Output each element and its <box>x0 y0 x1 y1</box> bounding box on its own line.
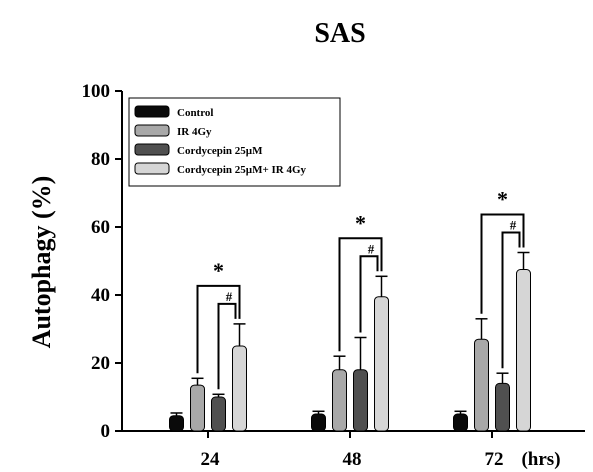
legend-swatch-2 <box>134 124 170 137</box>
legend-swatch-1 <box>134 105 170 118</box>
hash-marker-24h: # <box>226 289 233 304</box>
bar-72h-series-4 <box>516 269 531 432</box>
legend-swatch-3 <box>134 143 170 156</box>
y-tick-label-0: 0 <box>101 421 111 442</box>
legend-label-2: IR 4Gy <box>177 126 212 138</box>
legend-swatch-4 <box>134 162 170 175</box>
y-axis-label: Autophagy (%) <box>27 176 56 349</box>
legend-label-4: Cordycepin 25µM+ IR 4Gy <box>177 164 307 176</box>
chart-title: SAS <box>314 18 365 49</box>
significance-bracket-hash-24h <box>217 302 237 390</box>
significance-bracket-hash-48h <box>359 255 379 333</box>
y-tick-label-4: 80 <box>91 149 110 170</box>
bar-72h-series-1 <box>453 413 468 432</box>
bar-72h-series-2 <box>474 338 489 432</box>
hash-marker-48h: # <box>368 241 375 256</box>
significance-bracket-hash-72h <box>501 231 521 369</box>
bar-48h-series-3 <box>353 369 368 432</box>
y-tick-label-2: 40 <box>91 285 110 306</box>
significance-bracket-star-48h <box>338 237 383 352</box>
x-tick-label-48: 48 <box>343 449 362 470</box>
star-marker-72h: * <box>497 187 508 212</box>
x-axis-unit: (hrs) <box>521 449 560 470</box>
bar-24h-series-2 <box>190 384 205 432</box>
legend-label-1: Control <box>177 107 213 119</box>
star-marker-24h: * <box>213 258 224 283</box>
y-tick-label-5: 100 <box>82 81 111 102</box>
legend: Control IR 4Gy Cordycepin 25µM Cordycepin 2… <box>128 97 341 187</box>
y-tick-label-1: 20 <box>91 353 110 374</box>
bar-48h-series-2 <box>332 369 347 432</box>
star-marker-48h: * <box>355 210 366 235</box>
x-tick-label-72: 72 <box>485 449 504 470</box>
bar-48h-series-4 <box>374 296 389 432</box>
bar-48h-series-1 <box>311 413 326 432</box>
bar-24h-series-4 <box>232 345 247 432</box>
bar-24h-series-1 <box>169 415 184 432</box>
bar-72h-series-3 <box>495 382 510 432</box>
bar-24h-series-3 <box>211 396 226 432</box>
hash-marker-72h: # <box>510 218 517 233</box>
significance-bracket-star-24h <box>196 284 241 374</box>
x-tick-label-24: 24 <box>201 449 221 470</box>
significance-bracket-star-72h <box>480 213 525 314</box>
y-tick-label-3: 60 <box>91 217 110 238</box>
legend-label-3: Cordycepin 25µM <box>177 145 263 157</box>
